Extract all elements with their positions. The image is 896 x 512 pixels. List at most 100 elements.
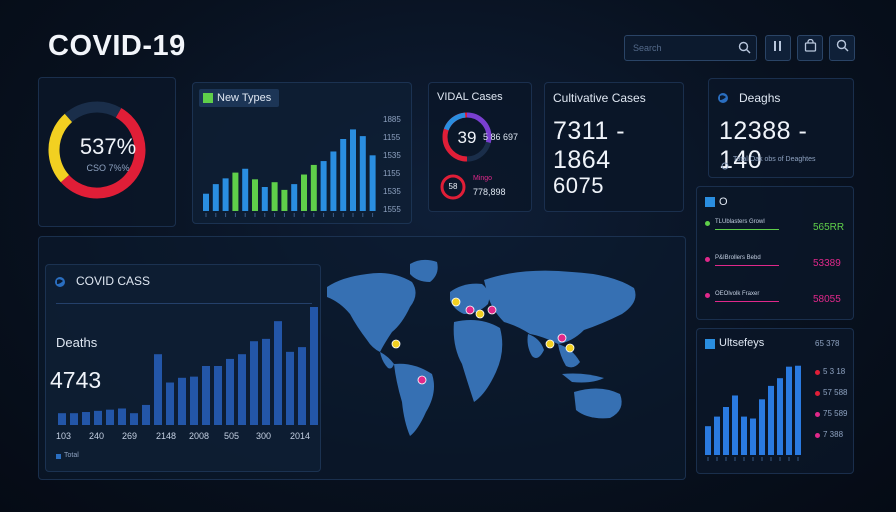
cumulative-value-secondary: 6075	[553, 173, 604, 198]
row-dot-icon	[815, 391, 820, 396]
page-title: COVID-19	[48, 30, 186, 62]
covid-cases-bar-chart	[58, 307, 318, 425]
search-box[interactable]	[624, 35, 757, 61]
outbreak-marker-icon[interactable]	[557, 333, 567, 343]
outbreak-marker-icon[interactable]	[487, 305, 497, 315]
x-tick: 269	[122, 431, 138, 441]
bar	[202, 366, 210, 425]
row-label: 5 3 18	[823, 367, 846, 376]
greenland	[410, 259, 438, 282]
x-tick: 505	[224, 431, 240, 441]
percentage-gauge-card: 537% CSO 7%%	[38, 77, 176, 227]
outbreak-marker-icon[interactable]	[465, 305, 475, 315]
south-america	[394, 363, 434, 436]
cumulative-cases-card: Cultivative Cases 7311 - 1864 6075	[544, 82, 684, 212]
row-dot-icon	[815, 370, 820, 375]
bar	[330, 151, 337, 211]
gauge-value: 537%	[79, 134, 137, 159]
world-map[interactable]	[322, 252, 652, 442]
percentage-gauge	[48, 101, 146, 199]
ultrafeys-top-value: 65 378	[815, 339, 840, 348]
bar	[369, 155, 376, 211]
info-icon	[721, 157, 729, 175]
bag-icon	[804, 38, 817, 57]
outbreak-marker-icon[interactable]	[545, 339, 555, 349]
search-input[interactable]	[633, 41, 733, 55]
ring-value: 39	[457, 128, 477, 147]
bar	[252, 179, 258, 211]
globe-icon	[54, 275, 66, 293]
row-line	[715, 301, 779, 302]
bar	[118, 408, 126, 425]
bar	[795, 365, 801, 455]
search-icon[interactable]	[738, 41, 751, 59]
row-dot-icon	[705, 257, 710, 262]
new-types-y-axis: 1885 1155 1535 1155 1535 1555	[383, 115, 409, 215]
columns-button[interactable]	[765, 35, 791, 61]
bar	[705, 426, 711, 455]
outbreak-marker-icon[interactable]	[475, 309, 485, 319]
outbreak-marker-icon[interactable]	[417, 375, 427, 385]
indonesia	[562, 373, 604, 383]
outbreak-marker-icon[interactable]	[451, 297, 461, 307]
outbreak-marker-icon[interactable]	[391, 339, 401, 349]
deaths-label: Deaths	[56, 335, 98, 350]
bar	[226, 358, 234, 425]
ultrafeys-card: Ultsefeys 65 378 5 3 18 57 588 75 589 7 388	[696, 328, 854, 474]
bar	[310, 164, 317, 211]
bar	[750, 418, 756, 455]
bar	[320, 161, 327, 211]
row-line	[715, 229, 779, 230]
bar	[106, 409, 114, 425]
search-button[interactable]	[829, 35, 855, 61]
bar	[281, 189, 288, 211]
new-types-card: New Types 1885 1155 1535 1155 1535 1555	[192, 82, 412, 224]
side-list-row[interactable]: TLUblasters Growl 565RR	[705, 219, 847, 241]
y-tick: 1155	[383, 133, 401, 142]
bar	[777, 378, 783, 455]
bar	[250, 341, 258, 425]
bar	[178, 377, 186, 425]
outbreak-marker-icon[interactable]	[565, 343, 575, 353]
legend-label: Total	[64, 452, 79, 459]
bar	[238, 354, 246, 425]
bar	[291, 184, 298, 211]
deaths-value: 12388 - 140	[719, 117, 808, 174]
side-list-row[interactable]: OEOlvolk Fraxer 58055	[705, 291, 847, 313]
ultrafeys-row: 7 388	[815, 430, 853, 442]
outbreak-markers	[391, 297, 575, 385]
bar	[274, 321, 282, 425]
bar	[350, 129, 356, 211]
bar	[142, 404, 150, 425]
bar	[741, 416, 747, 455]
bar	[70, 413, 78, 425]
side-list-row[interactable]: P&IBrollers Bebd 53389	[705, 255, 847, 277]
australia	[574, 388, 622, 419]
bar	[214, 366, 222, 425]
central-america	[380, 352, 394, 369]
bar	[759, 399, 765, 455]
bag-button[interactable]	[797, 35, 823, 61]
ultrafeys-title: Ultsefeys	[719, 337, 765, 349]
continents	[327, 259, 636, 436]
y-tick: 1535	[383, 151, 401, 160]
ultrafeys-bar-chart	[705, 365, 801, 461]
divider	[56, 303, 312, 304]
total-cases-title: VIDAL Cases	[437, 91, 503, 103]
new-types-header: New Types	[199, 89, 279, 107]
x-tick: 2148	[156, 431, 177, 441]
x-tick: 2008	[189, 431, 210, 441]
ultrafeys-row: 75 589	[815, 409, 853, 421]
legend-swatch	[56, 454, 61, 459]
row-line	[715, 265, 779, 266]
bar	[212, 184, 219, 211]
gauge-segment	[48, 101, 146, 199]
southeast-asia	[558, 344, 580, 368]
row-label: P&IBrollers Bebd	[715, 255, 761, 261]
north-america	[327, 273, 416, 352]
y-tick: 1885	[383, 115, 401, 124]
new-types-bar-chart	[203, 129, 376, 217]
small-ring	[440, 174, 466, 200]
side-list-card: O TLUblasters Growl 565RR P&IBrollers Bebd…	[696, 186, 854, 320]
x-axis: 103 240 269 2148 2008 505 300 2014	[56, 431, 318, 443]
